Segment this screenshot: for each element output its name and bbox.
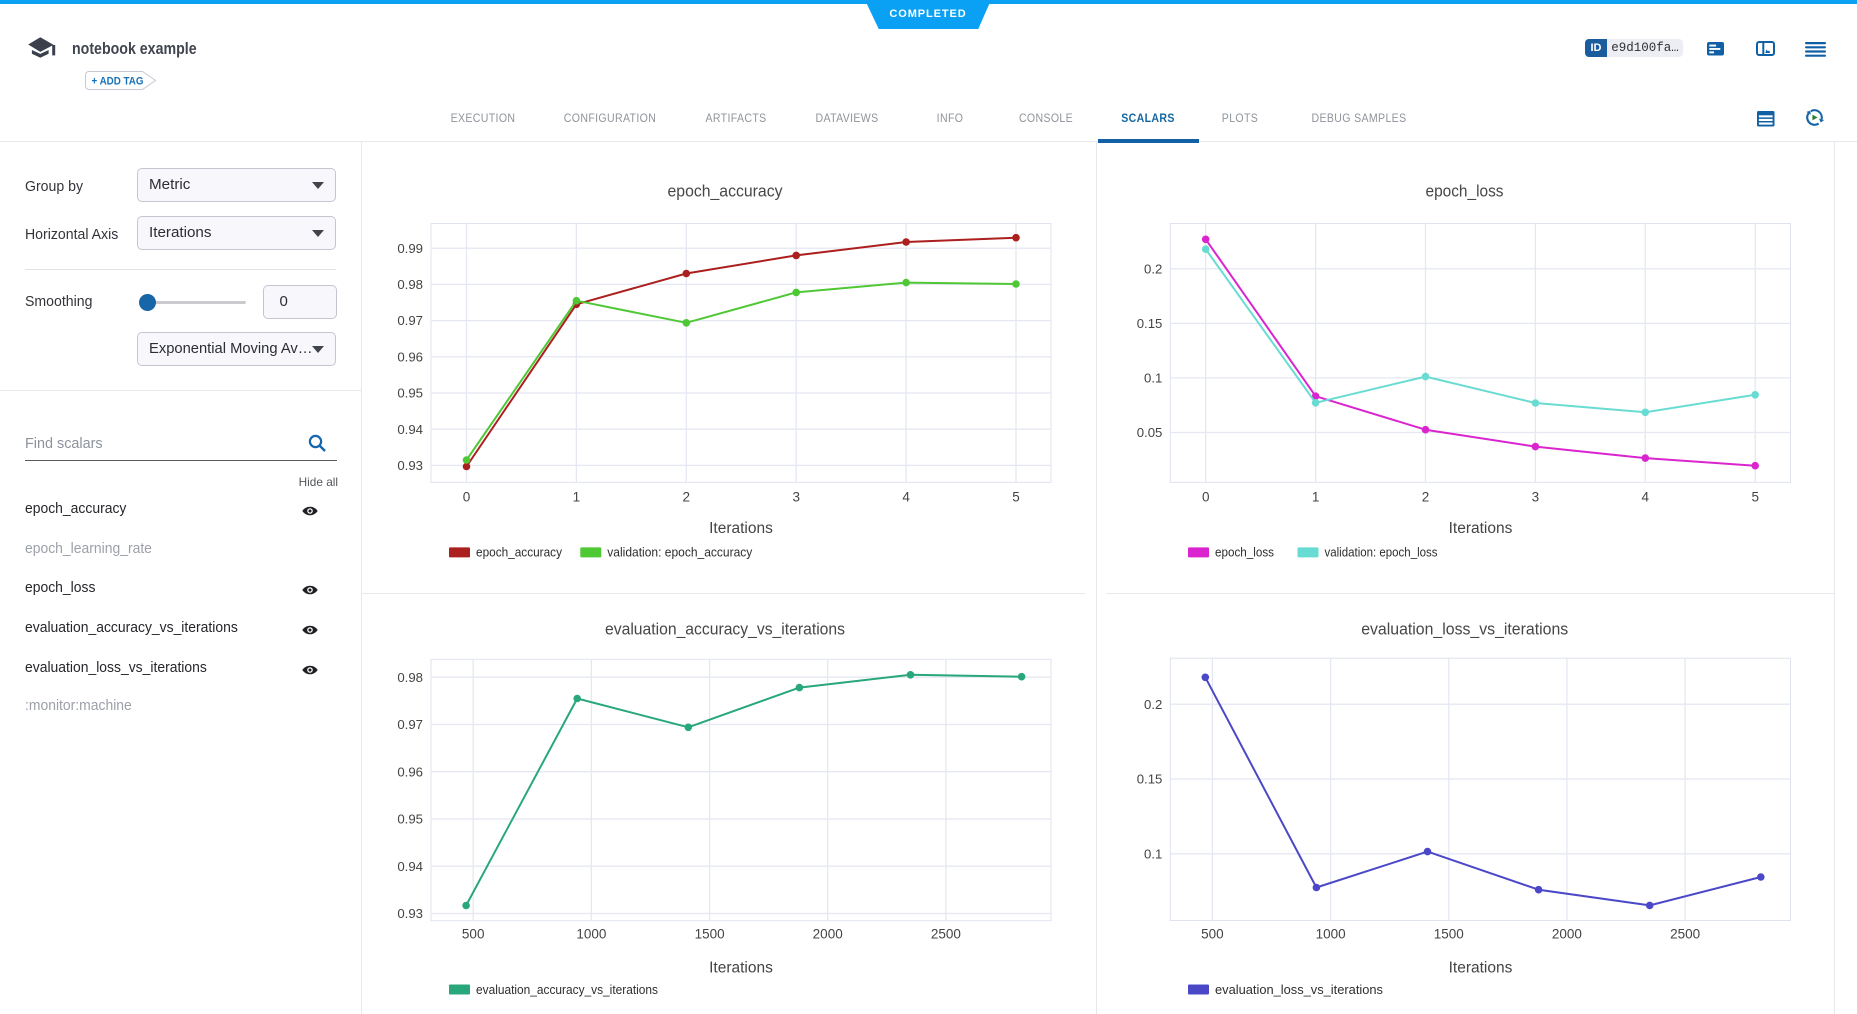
svg-text:Iterations: Iterations [709,960,773,977]
svg-text:validation: epoch_loss: validation: epoch_loss [1325,546,1438,560]
svg-text:validation: epoch_accuracy: validation: epoch_accuracy [607,546,753,560]
svg-text:1: 1 [573,490,581,505]
svg-text:2500: 2500 [931,927,961,942]
svg-text:0.98: 0.98 [397,670,423,685]
svg-text:0.2: 0.2 [1144,697,1162,712]
svg-text:1000: 1000 [1316,927,1346,942]
svg-text:500: 500 [462,927,485,942]
svg-text:Iterations: Iterations [1449,960,1513,977]
svg-text:2500: 2500 [1670,927,1700,942]
svg-text:epoch_loss: epoch_loss [1426,183,1504,201]
svg-text:evaluation_accuracy_vs_iterati: evaluation_accuracy_vs_iterations [476,983,658,997]
svg-text:epoch_accuracy: epoch_accuracy [476,546,563,560]
svg-text:1000: 1000 [576,927,606,942]
svg-text:evaluation_accuracy_vs_iterati: evaluation_accuracy_vs_iterations [605,621,845,639]
svg-text:0.96: 0.96 [397,764,423,779]
svg-text:0.99: 0.99 [397,241,423,256]
svg-text:0.1: 0.1 [1144,371,1162,386]
svg-text:epoch_loss: epoch_loss [1215,546,1274,560]
svg-text:3: 3 [1532,490,1540,505]
svg-text:0.94: 0.94 [397,422,423,437]
svg-text:Iterations: Iterations [1449,520,1513,537]
svg-text:2: 2 [683,490,691,505]
svg-text:0.96: 0.96 [397,349,423,364]
svg-text:0.1: 0.1 [1144,846,1162,861]
svg-text:1500: 1500 [1434,927,1464,942]
svg-text:2000: 2000 [1552,927,1582,942]
svg-text:0.98: 0.98 [397,277,423,292]
svg-text:evaluation_loss_vs_iterations: evaluation_loss_vs_iterations [1215,983,1383,997]
svg-text:5: 5 [1012,490,1020,505]
svg-text:4: 4 [1642,490,1650,505]
svg-text:4: 4 [902,490,910,505]
svg-text:0.93: 0.93 [397,906,423,921]
svg-text:0.2: 0.2 [1144,261,1162,276]
svg-text:0.15: 0.15 [1137,316,1163,331]
svg-text:0: 0 [463,490,471,505]
svg-text:0.05: 0.05 [1137,425,1163,440]
svg-text:2: 2 [1422,490,1430,505]
svg-text:0.15: 0.15 [1137,772,1163,787]
svg-text:1500: 1500 [695,927,725,942]
svg-text:3: 3 [792,490,800,505]
svg-text:0.95: 0.95 [397,386,423,401]
svg-text:0.97: 0.97 [397,717,423,732]
svg-text:5: 5 [1751,490,1759,505]
svg-text:500: 500 [1201,927,1224,942]
svg-text:0.97: 0.97 [397,313,423,328]
svg-text:epoch_accuracy: epoch_accuracy [668,183,784,201]
svg-text:evaluation_loss_vs_iterations: evaluation_loss_vs_iterations [1361,621,1568,639]
svg-text:Iterations: Iterations [709,520,773,537]
svg-text:+ ADD TAG: + ADD TAG [92,76,144,88]
svg-text:0: 0 [1202,490,1210,505]
svg-text:0.94: 0.94 [397,859,423,874]
svg-text:0.95: 0.95 [397,812,423,827]
svg-text:1: 1 [1312,490,1320,505]
svg-text:0.93: 0.93 [397,458,423,473]
svg-text:2000: 2000 [813,927,843,942]
